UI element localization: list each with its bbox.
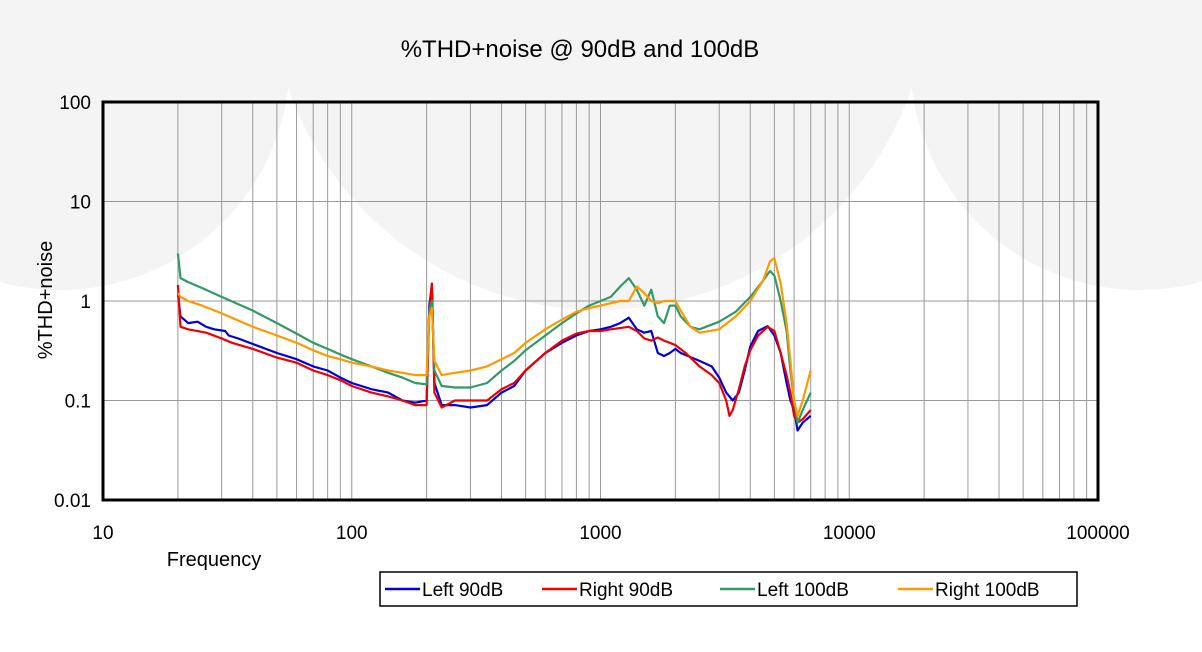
plot-frame	[101, 100, 1100, 502]
watermark-circle-right	[910, 0, 1202, 290]
x-tick-label: 10	[92, 523, 113, 544]
series-line-right-90db	[176, 282, 812, 424]
y-tick-label: 100	[59, 93, 91, 114]
series-line-left-90db	[176, 283, 812, 432]
watermark-circle-left	[0, 0, 290, 290]
series-group	[176, 253, 812, 432]
y-axis-label: %THD+noise	[35, 241, 57, 359]
x-axis-label: Frequency	[167, 549, 262, 571]
x-tick-label: 1000	[579, 523, 621, 544]
x-tick-label: 10000	[823, 523, 876, 544]
chart-title: %THD+noise @ 90dB and 100dB	[401, 36, 760, 63]
x-tick-label: 100000	[1066, 523, 1129, 544]
grid	[103, 102, 1098, 500]
y-tick-label: 10	[70, 193, 91, 214]
y-tick-label: 0.01	[54, 491, 91, 512]
legend-label: Left 90dB	[422, 580, 503, 601]
y-tick-labels: 0.01 0.1 1 10 100	[54, 93, 91, 512]
series-line-left-100db	[176, 253, 812, 424]
y-tick-label: 0.1	[65, 392, 91, 413]
y-tick-label: 1	[80, 292, 91, 313]
series-line-right-100db	[176, 257, 812, 417]
legend: Left 90dB Right 90dB Left 100dB Right 100dB	[379, 571, 1078, 607]
legend-label: Right 90dB	[579, 580, 673, 601]
x-tick-label: 100	[336, 523, 368, 544]
legend-label: Right 100dB	[935, 580, 1040, 601]
x-tick-labels: 10 100 1000 10000 100000	[92, 523, 1129, 544]
legend-label: Left 100dB	[757, 580, 849, 601]
